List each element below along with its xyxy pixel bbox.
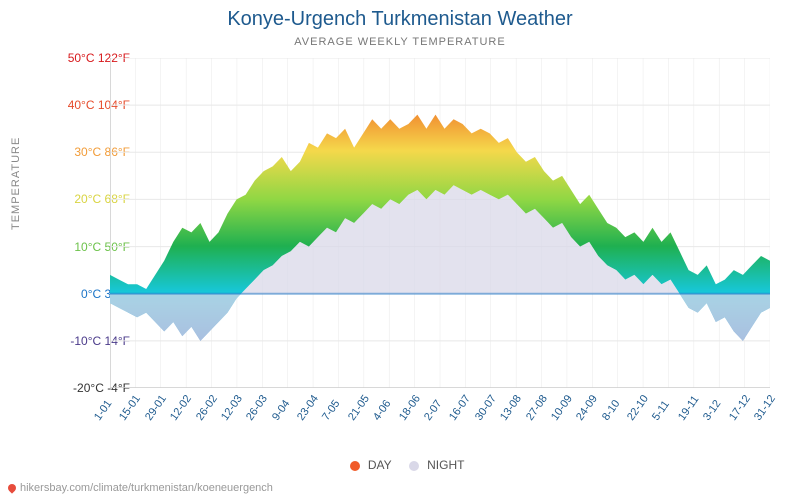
plot-area (110, 58, 770, 388)
x-tick: 30-07 (473, 393, 499, 423)
x-tick: 12-02 (168, 393, 194, 423)
x-tick: 24-09 (574, 393, 600, 423)
legend-night-dot (409, 461, 419, 471)
x-tick: 18-06 (397, 393, 423, 423)
legend-day-label: DAY (368, 458, 392, 472)
x-tick: 26-03 (244, 393, 270, 423)
x-tick: 23-04 (295, 393, 321, 423)
source-url: hikersbay.com/climate/turkmenistan/koene… (8, 482, 273, 494)
x-tick: 13-08 (498, 393, 524, 423)
x-tick: 5-11 (650, 399, 672, 423)
x-tick: 1-01 (92, 398, 114, 423)
x-tick: 27-08 (524, 393, 550, 423)
legend-night-label: NIGHT (427, 458, 464, 472)
x-tick: 22-10 (625, 393, 651, 423)
x-tick: 16-07 (447, 393, 473, 423)
x-tick: 12-03 (219, 393, 245, 423)
map-pin-icon (6, 482, 17, 493)
x-tick: 7-05 (320, 398, 342, 423)
weather-chart-container: Konye-Urgench Turkmenistan Weather AVERA… (0, 0, 800, 500)
legend: DAY NIGHT (0, 458, 800, 472)
x-tick: 29-01 (143, 393, 169, 423)
chart-title: Konye-Urgench Turkmenistan Weather (0, 8, 800, 31)
chart-subtitle: AVERAGE WEEKLY TEMPERATURE (0, 36, 800, 48)
x-tick: 15-01 (117, 393, 143, 423)
x-tick: 10-09 (549, 393, 575, 423)
x-tick: 3-12 (701, 398, 723, 423)
x-tick: 4-06 (371, 398, 393, 423)
x-tick: 9-04 (270, 398, 292, 423)
x-tick: 31-12 (752, 393, 778, 423)
legend-day-dot (350, 461, 360, 471)
x-tick: 17-12 (727, 393, 753, 423)
x-tick: 19-11 (676, 394, 702, 423)
x-tick: 8-10 (600, 398, 622, 423)
y-axis-label: TEMPERATURE (10, 137, 22, 230)
source-url-text: hikersbay.com/climate/turkmenistan/koene… (20, 482, 273, 494)
x-tick: 26-02 (194, 393, 220, 423)
x-tick: 21-05 (346, 393, 372, 423)
x-tick: 2-07 (422, 398, 444, 423)
